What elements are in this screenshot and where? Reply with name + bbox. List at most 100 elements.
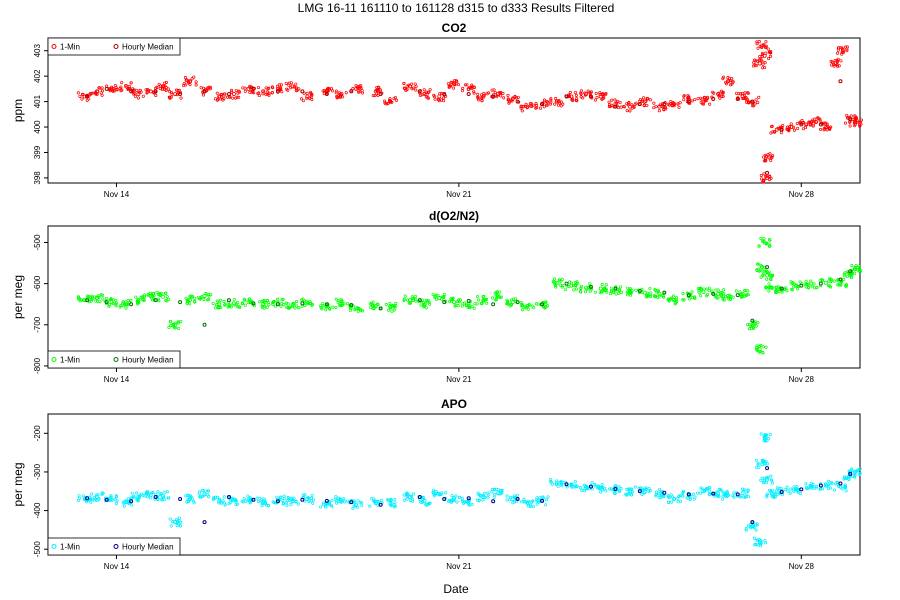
panel2-data-point — [483, 491, 487, 495]
panel2-data-point — [619, 487, 623, 491]
panel0-data-point — [721, 77, 725, 81]
panel0-data-point — [613, 98, 617, 102]
panel1-data-point — [715, 296, 719, 300]
panel2-data-point — [765, 495, 769, 499]
panel2-data-point — [708, 486, 712, 490]
panel1-median-point — [765, 265, 770, 270]
panel0-data-point — [607, 100, 611, 104]
panel2-data-point — [260, 504, 264, 508]
panel1-data-point — [853, 267, 857, 272]
panel0-data-point — [835, 64, 840, 68]
panel1-data-point — [472, 306, 476, 310]
panel2-data-point — [192, 501, 196, 505]
panel2-data-point — [281, 502, 285, 506]
panel0-data-point — [767, 56, 771, 61]
panel1-data-point — [188, 302, 192, 306]
panel1-data-point — [392, 304, 396, 308]
panel0-data-point — [388, 97, 392, 101]
panel1-data-point — [810, 284, 814, 288]
panel2-data-point — [769, 478, 773, 482]
panel0-data-point — [243, 86, 247, 90]
panel1-data-point — [768, 237, 772, 242]
panel1-data-point — [774, 290, 778, 295]
panel1-data-point — [628, 287, 632, 291]
panel1-data-point — [758, 269, 762, 273]
panel2-data-point — [765, 438, 769, 443]
panel0-data-point — [477, 98, 481, 102]
panel1-data-point — [421, 301, 425, 305]
panel1-data-point — [374, 304, 378, 308]
panel1-data-point — [823, 280, 828, 285]
panel0-data-point — [95, 92, 99, 96]
panel0-data-point — [645, 96, 649, 100]
panel2-median-point — [779, 490, 784, 495]
panel0-data-point — [438, 92, 442, 96]
panel1-data-point — [372, 307, 376, 311]
panel1-data-point — [734, 289, 738, 293]
panel2-data-point — [247, 499, 251, 503]
panel0-data-point — [546, 100, 550, 104]
panel2-median-point — [491, 499, 496, 504]
panel0-data-point — [93, 91, 97, 95]
panel1-data-point — [151, 295, 155, 299]
panel0-data-point — [600, 93, 605, 97]
panel0-median-point — [226, 91, 231, 96]
panel1-data-point — [629, 293, 633, 297]
panel1-data-point — [757, 244, 761, 248]
panel1-data-point — [773, 289, 778, 293]
panel0-data-point — [751, 104, 756, 108]
panel0-data-point — [626, 103, 630, 107]
panel0-data-point — [756, 100, 760, 105]
panel0-data-point — [147, 88, 151, 92]
panel0-data-point — [789, 122, 793, 126]
panel0-data-point — [756, 46, 760, 50]
panel1-legend-marker — [113, 357, 119, 362]
panel0-data-point — [428, 88, 432, 92]
panel0-data-point — [768, 175, 772, 179]
panel1-data-point — [611, 290, 615, 295]
panel1-data-point — [688, 297, 692, 301]
panel1-median-point — [613, 286, 618, 291]
panel0-data-point — [402, 81, 406, 86]
panel1-data-point — [579, 286, 583, 290]
panel1-data-point — [114, 302, 118, 306]
panel2-data-point — [840, 487, 844, 491]
panel1-series-1-min — [76, 236, 863, 355]
panel0-median-point — [540, 102, 545, 107]
panel1-data-point — [97, 295, 101, 299]
panel2-data-point — [356, 499, 360, 503]
panel1-data-point — [340, 301, 344, 305]
panel2-data-point — [505, 498, 509, 502]
panel1-data-point — [832, 279, 836, 283]
panel1-median-point — [662, 290, 667, 295]
panel0-data-point — [858, 123, 862, 127]
panel0-y-tick-label: 399 — [33, 145, 42, 159]
panel1-data-point — [728, 298, 732, 302]
panel1-data-point — [293, 306, 297, 310]
panel0-data-point — [378, 88, 382, 92]
panel2-data-point — [370, 497, 374, 501]
panel0-data-point — [334, 91, 338, 95]
panel0-data-point — [770, 155, 774, 159]
panel1-data-point — [598, 291, 602, 295]
panel2-data-point — [447, 499, 451, 503]
panel0-data-point — [185, 78, 189, 82]
panel2-data-point — [555, 479, 559, 483]
panel0-data-point — [557, 99, 561, 103]
panel0-data-point — [76, 91, 80, 95]
panel1-data-point — [431, 292, 435, 297]
panel1-data-point — [126, 298, 130, 303]
panel0-data-point — [842, 50, 846, 54]
panel1-median-point — [564, 281, 569, 286]
panel1-data-point — [579, 284, 583, 288]
panel0-data-point — [642, 103, 646, 107]
panel2-data-point — [160, 493, 165, 498]
panel2-data-point — [764, 433, 768, 437]
panel1-data-point — [384, 302, 388, 307]
panel0-data-point — [728, 83, 733, 87]
panel1-data-point — [675, 299, 679, 303]
panel1-data-point — [369, 305, 373, 309]
panel1-data-point — [206, 298, 210, 302]
panel2-data-point — [809, 481, 813, 485]
panel0-data-point — [800, 118, 804, 123]
